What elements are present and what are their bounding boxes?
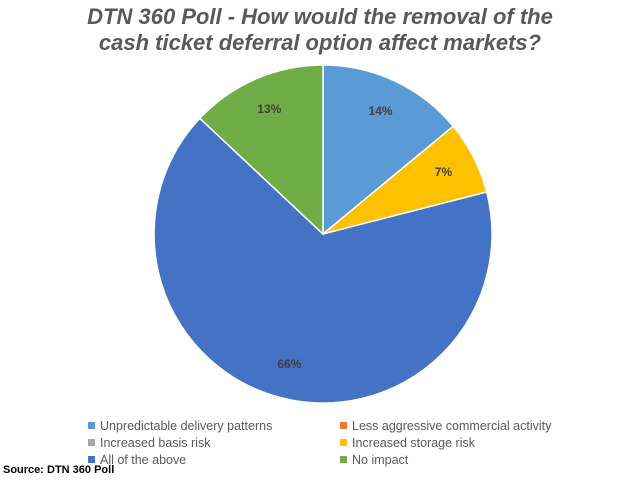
data-label-3: 7%: [435, 165, 453, 179]
data-label-4: 66%: [277, 357, 301, 371]
legend-swatch: [88, 456, 95, 463]
legend-item-no-impact: No impact: [340, 452, 588, 467]
legend-swatch: [340, 439, 347, 446]
legend-swatch: [340, 422, 347, 429]
source-note: Source: DTN 360 Poll: [3, 464, 115, 476]
chart-title-line-2: cash ticket deferral option affect marke…: [98, 30, 542, 55]
legend-swatch: [88, 422, 95, 429]
legend-label: Less aggressive commercial activity: [352, 418, 552, 433]
legend-label: No impact: [352, 452, 409, 467]
legend-label: Increased basis risk: [100, 435, 211, 450]
chart-title-line-1: DTN 360 Poll - How would the removal of …: [87, 4, 553, 29]
pie-chart: 14% 7% 66% 13%: [153, 64, 493, 404]
legend-label: Increased storage risk: [352, 435, 475, 450]
legend-swatch: [340, 456, 347, 463]
pie-slice-5: [198, 64, 324, 236]
legend-item-all-of-the-above: All of the above: [88, 452, 340, 467]
legend-item-increased-basis-risk: Increased basis risk: [88, 435, 340, 450]
pie-slice-4: [153, 117, 493, 404]
legend-item-unpredictable-delivery: Unpredictable delivery patterns: [88, 418, 340, 433]
data-label-0: 14%: [369, 104, 393, 118]
legend-item-increased-storage-risk: Increased storage risk: [340, 435, 588, 450]
legend-label: All of the above: [100, 452, 187, 467]
chart-legend: Unpredictable delivery patterns Less agg…: [88, 418, 588, 467]
legend-swatch: [88, 439, 95, 446]
chart-title: DTN 360 Poll - How would the removal of …: [0, 4, 640, 56]
legend-item-less-aggressive-commercial: Less aggressive commercial activity: [340, 418, 588, 433]
pie-slice-0: [322, 64, 455, 236]
data-label-5: 13%: [257, 102, 281, 116]
legend-label: Unpredictable delivery patterns: [100, 418, 273, 433]
